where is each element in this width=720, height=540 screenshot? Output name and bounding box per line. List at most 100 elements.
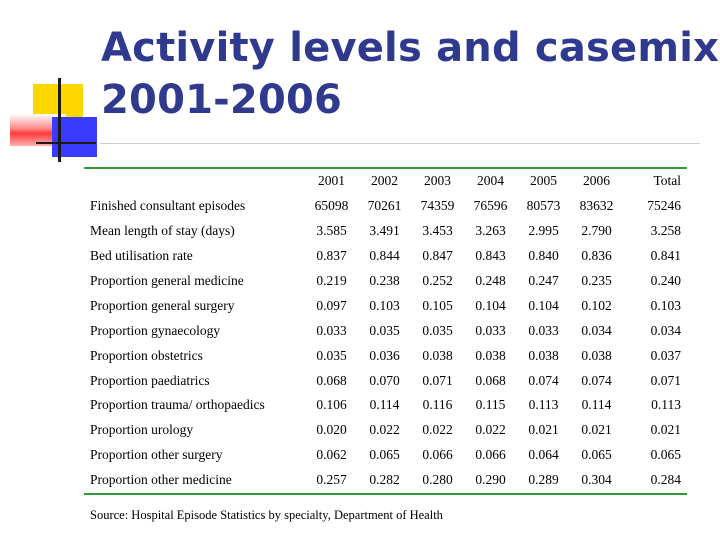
column-header: 2004 (477, 173, 504, 189)
table-row: Proportion other surgery 0.062 0.065 0.066 0… (84, 443, 687, 468)
column-header-label (84, 169, 305, 194)
value-cell: 0.033 (528, 322, 559, 338)
value-cell: 0.097 (316, 297, 347, 313)
table-row: Mean length of stay (days) 3.585 3.491 3.45… (84, 219, 687, 244)
value-cell: 0.034 (581, 322, 612, 338)
row-label: Proportion general surgery (90, 297, 235, 313)
value-cell: 0.070 (369, 372, 400, 388)
value-cell: 0.038 (528, 347, 559, 363)
value-cell: 0.238 (369, 273, 400, 288)
activity-table: 2001 2002 2003 2004 2005 2006 Total Fini… (84, 169, 687, 493)
total-cell: 0.240 (650, 273, 681, 288)
value-cell: 0.071 (422, 372, 453, 388)
row-label: Proportion paediatrics (90, 372, 210, 388)
column-header: 2001 (318, 173, 345, 189)
source-note: Source: Hospital Episode Statistics by s… (90, 508, 443, 522)
total-cell: 0.037 (650, 347, 681, 363)
value-cell: 76596 (473, 198, 508, 214)
table-row: Proportion other medicine 0.257 0.282 0.280… (84, 468, 687, 493)
value-cell: 0.248 (475, 273, 506, 288)
total-cell: 0.113 (651, 397, 681, 413)
value-cell: 0.105 (422, 297, 453, 313)
value-cell: 0.252 (422, 273, 453, 288)
value-cell: 0.022 (475, 422, 506, 438)
value-cell: 0.104 (475, 297, 506, 313)
total-cell: 3.258 (650, 223, 681, 239)
value-cell: 0.843 (475, 248, 506, 264)
value-cell: 0.038 (422, 347, 453, 363)
column-header-total: Total (653, 173, 681, 189)
value-cell: 0.219 (316, 273, 347, 288)
value-cell: 70261 (367, 198, 402, 214)
value-cell: 0.106 (316, 397, 347, 413)
value-cell: 0.035 (422, 322, 453, 338)
value-cell: 0.022 (369, 422, 400, 438)
value-cell: 0.115 (475, 397, 506, 413)
total-cell: 0.103 (650, 297, 681, 313)
value-cell: 74359 (420, 198, 455, 214)
value-cell: 0.290 (475, 472, 506, 488)
value-cell: 0.021 (581, 422, 612, 438)
total-cell: 75246 (647, 198, 681, 214)
total-cell: 0.841 (650, 248, 681, 264)
table-header-row: 2001 2002 2003 2004 2005 2006 Total (84, 169, 687, 194)
value-cell: 0.844 (369, 248, 400, 264)
table-row: Proportion paediatrics 0.068 0.070 0.071 0.0… (84, 368, 687, 393)
value-cell: 0.066 (475, 447, 506, 463)
column-header: 2002 (371, 173, 398, 189)
value-cell: 0.836 (581, 248, 612, 264)
value-cell: 0.020 (316, 422, 347, 438)
total-cell: 0.071 (650, 372, 681, 388)
row-label: Proportion other surgery (90, 447, 223, 463)
table-row: Proportion general surgery 0.097 0.103 0.10… (84, 293, 687, 318)
value-cell: 0.062 (316, 447, 347, 463)
table-row: Bed utilisation rate 0.837 0.844 0.847 0.843… (84, 244, 687, 269)
value-cell: 0.837 (316, 248, 347, 264)
row-label: Proportion other medicine (90, 472, 232, 488)
decorative-vertical-line (58, 78, 61, 162)
value-cell: 0.847 (422, 248, 453, 264)
column-header: 2003 (424, 173, 451, 189)
value-cell: 0.280 (422, 472, 453, 488)
title-underline (100, 143, 700, 144)
value-cell: 2.995 (528, 223, 559, 239)
value-cell: 3.585 (316, 223, 347, 239)
value-cell: 83632 (579, 198, 614, 214)
row-label: Proportion obstetrics (90, 347, 203, 363)
table-row: Proportion urology 0.020 0.022 0.022 0.022 0.… (84, 418, 687, 443)
row-label: Finished consultant episodes (90, 198, 246, 214)
value-cell: 0.035 (369, 322, 400, 338)
value-cell: 0.068 (316, 372, 347, 388)
value-cell: 0.065 (369, 447, 400, 463)
value-cell: 0.074 (528, 372, 559, 388)
value-cell: 0.104 (528, 297, 559, 313)
value-cell: 2.790 (581, 223, 612, 239)
value-cell: 0.304 (581, 472, 612, 488)
value-cell: 0.235 (581, 273, 612, 288)
value-cell: 0.035 (316, 347, 347, 363)
value-cell: 0.064 (528, 447, 559, 463)
row-label: Proportion gynaecology (90, 322, 221, 338)
table-row: Proportion general medicine 0.219 0.238 0.2… (84, 269, 687, 294)
value-cell: 65098 (314, 198, 349, 214)
total-cell: 0.034 (650, 322, 681, 338)
value-cell: 0.033 (475, 322, 506, 338)
value-cell: 0.840 (528, 248, 559, 264)
row-label: Proportion urology (90, 422, 194, 438)
slide-title: Activity levels and casemix 2001-2006 (101, 22, 719, 126)
value-cell: 0.113 (528, 397, 559, 413)
row-label: Bed utilisation rate (90, 248, 193, 264)
value-cell: 0.102 (581, 297, 612, 313)
row-label: Proportion trauma/ orthopaedics (90, 397, 265, 413)
value-cell: 0.021 (528, 422, 559, 438)
value-cell: 0.282 (369, 472, 400, 488)
value-cell: 0.066 (422, 447, 453, 463)
value-cell: 80573 (526, 198, 561, 214)
value-cell: 0.033 (316, 322, 347, 338)
table-row: Proportion gynaecology 0.033 0.035 0.035 0.0… (84, 318, 687, 343)
value-cell: 0.036 (369, 347, 400, 363)
value-cell: 0.065 (581, 447, 612, 463)
slide-title-line-1: Activity levels and casemix (101, 25, 720, 71)
value-cell: 0.114 (581, 397, 612, 413)
column-header: 2005 (530, 173, 557, 189)
